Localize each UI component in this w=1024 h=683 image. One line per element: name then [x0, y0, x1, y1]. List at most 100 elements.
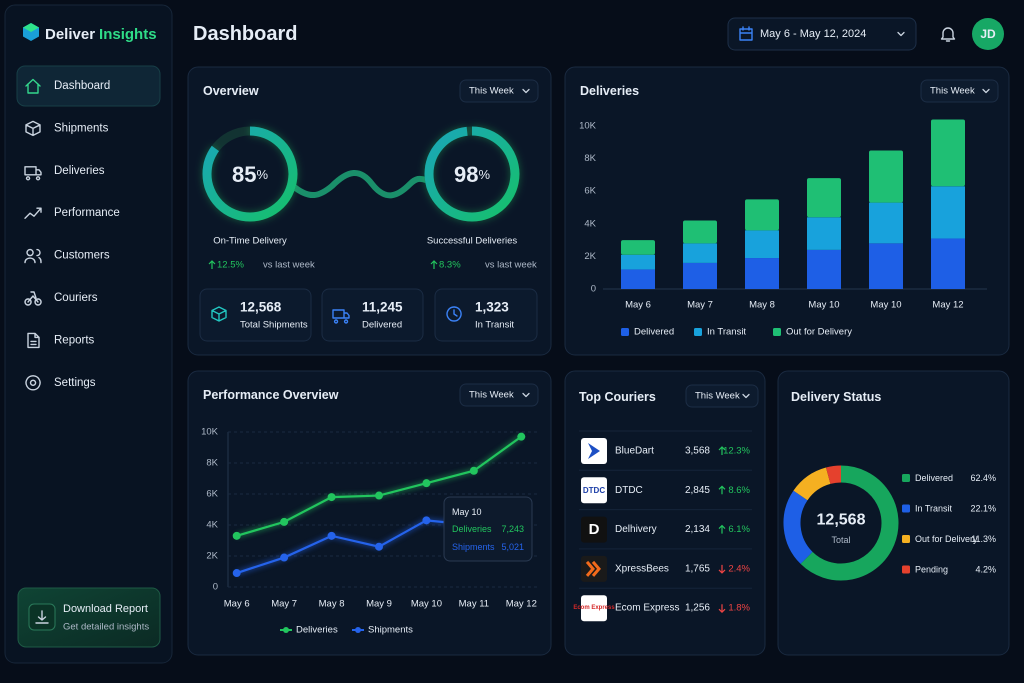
- courier-logo-text: Ecom Express: [573, 605, 615, 611]
- gauge-value: 98%: [454, 162, 490, 187]
- x-tick-label: May 6: [224, 599, 250, 610]
- stat-value: 1,323: [475, 300, 509, 315]
- nav-icon: [24, 291, 42, 306]
- nav-icon: [25, 375, 41, 391]
- y-tick-label: 6K: [584, 186, 596, 197]
- series-point: [469, 466, 478, 475]
- legend-swatch: [902, 474, 910, 482]
- chevron: [742, 393, 750, 399]
- legend-label: In Transit: [707, 327, 746, 338]
- gauge-unit: %: [256, 167, 268, 182]
- legend-label: Delivered: [634, 327, 674, 338]
- legend-label: Out for Delivery: [915, 534, 978, 544]
- courier-change: 2.4%: [728, 563, 750, 574]
- x-tick-label: May 6: [625, 300, 651, 311]
- donut-center-label: Total: [831, 535, 850, 545]
- chevron: [897, 31, 905, 37]
- courier-name: BlueDart: [615, 446, 654, 457]
- legend-value: 11.3%: [971, 534, 996, 544]
- stat-value: 11,245: [362, 300, 403, 315]
- filter-button[interactable]: [459, 79, 539, 103]
- bar-segment: [621, 269, 655, 289]
- courier-name: DTDC: [615, 485, 643, 496]
- gauge-note: vs last week: [263, 260, 315, 271]
- series-point: [422, 516, 431, 525]
- avatar[interactable]: [972, 18, 1004, 50]
- change-arrow: [430, 260, 438, 269]
- change-arrow: [718, 485, 726, 495]
- date-picker[interactable]: [727, 17, 917, 51]
- legend-swatch: [902, 535, 910, 543]
- brand-name-main: Deliver: [45, 26, 95, 43]
- y-tick-label: 10K: [579, 121, 597, 132]
- y-tick-label: 0: [591, 284, 596, 295]
- brand-name-accent: Insights: [99, 26, 157, 43]
- page-title: Dashboard: [193, 23, 297, 45]
- filter-button[interactable]: [459, 383, 539, 407]
- chart-title: Deliveries: [580, 84, 639, 98]
- courier-logo-mark: [585, 560, 601, 577]
- y-tick-label: 4K: [584, 218, 596, 229]
- performance-card: [187, 370, 552, 656]
- series-point: [280, 517, 289, 526]
- x-tick-label: May 10: [411, 599, 442, 610]
- tooltip-name: Shipments: [452, 542, 495, 552]
- donut-segment: [793, 467, 831, 501]
- stat-box: [321, 288, 424, 342]
- courier-name: XpressBees: [615, 563, 669, 574]
- date-range: May 6 - May 12, 2024: [760, 28, 866, 40]
- bar-segment: [683, 243, 717, 263]
- gauge-arc: [202, 126, 298, 222]
- download-subtitle: Get detailed insights: [63, 622, 149, 633]
- filter-label: This Week: [469, 390, 514, 401]
- series-point: [232, 569, 241, 578]
- nav-icon: [24, 248, 42, 264]
- courier-name: Delhivery: [615, 524, 657, 535]
- y-tick-label: 2K: [584, 251, 596, 262]
- x-tick-label: May 12: [506, 599, 537, 610]
- courier-logo: [581, 595, 607, 622]
- stat-icon: [332, 309, 350, 324]
- chevron: [522, 392, 530, 398]
- couriers-card: [564, 370, 766, 656]
- y-tick-label: 10K: [201, 427, 219, 438]
- x-tick-label: May 9: [366, 599, 392, 610]
- courier-change: 12.3%: [723, 446, 750, 457]
- y-tick-label: 8K: [584, 153, 596, 164]
- filter-label: This Week: [930, 86, 975, 97]
- donut-segment: [800, 465, 899, 581]
- series-point: [375, 491, 383, 500]
- y-tick-label: 2K: [206, 551, 218, 562]
- download-card[interactable]: [17, 587, 161, 648]
- legend-value: 62.4%: [970, 473, 996, 483]
- bar-segment: [869, 243, 903, 289]
- filter-button[interactable]: [920, 79, 999, 103]
- series-point: [280, 553, 289, 562]
- courier-change: 1.8%: [728, 603, 750, 614]
- series-point: [375, 542, 383, 551]
- stat-box: [199, 288, 312, 342]
- series-point: [422, 479, 431, 488]
- courier-change: 6.1%: [728, 524, 750, 535]
- series-point: [327, 493, 336, 502]
- change-arrow: [718, 604, 726, 614]
- legend-dot: [355, 627, 361, 633]
- courier-change: 8.6%: [728, 485, 750, 496]
- donut-segment: [783, 490, 813, 564]
- legend-swatch: [621, 328, 629, 336]
- nav-label: Settings: [54, 377, 96, 389]
- y-tick-label: 4K: [206, 520, 218, 531]
- legend-swatch: [902, 565, 910, 574]
- filter-button[interactable]: [685, 384, 759, 408]
- bar-segment: [931, 119, 965, 187]
- bar-segment: [931, 186, 965, 239]
- download-icon: [35, 610, 49, 624]
- card-title: Top Couriers: [579, 390, 656, 404]
- courier-name: Ecom Express: [615, 603, 679, 614]
- bar-segment: [683, 220, 717, 244]
- chevron: [982, 88, 990, 94]
- courier-logo: [581, 477, 607, 504]
- stat-value: 12,568: [240, 300, 282, 315]
- nav-label: Performance: [54, 207, 120, 219]
